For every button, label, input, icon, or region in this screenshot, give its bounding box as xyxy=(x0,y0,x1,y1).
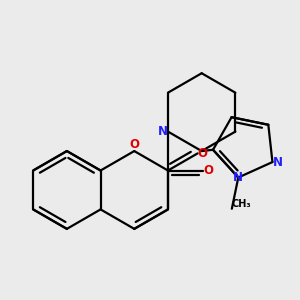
Text: O: O xyxy=(203,164,213,177)
Text: N: N xyxy=(272,156,283,169)
Text: N: N xyxy=(233,171,243,184)
Text: CH₃: CH₃ xyxy=(232,199,251,209)
Text: N: N xyxy=(158,125,168,138)
Text: O: O xyxy=(129,138,139,151)
Text: O: O xyxy=(198,147,208,160)
